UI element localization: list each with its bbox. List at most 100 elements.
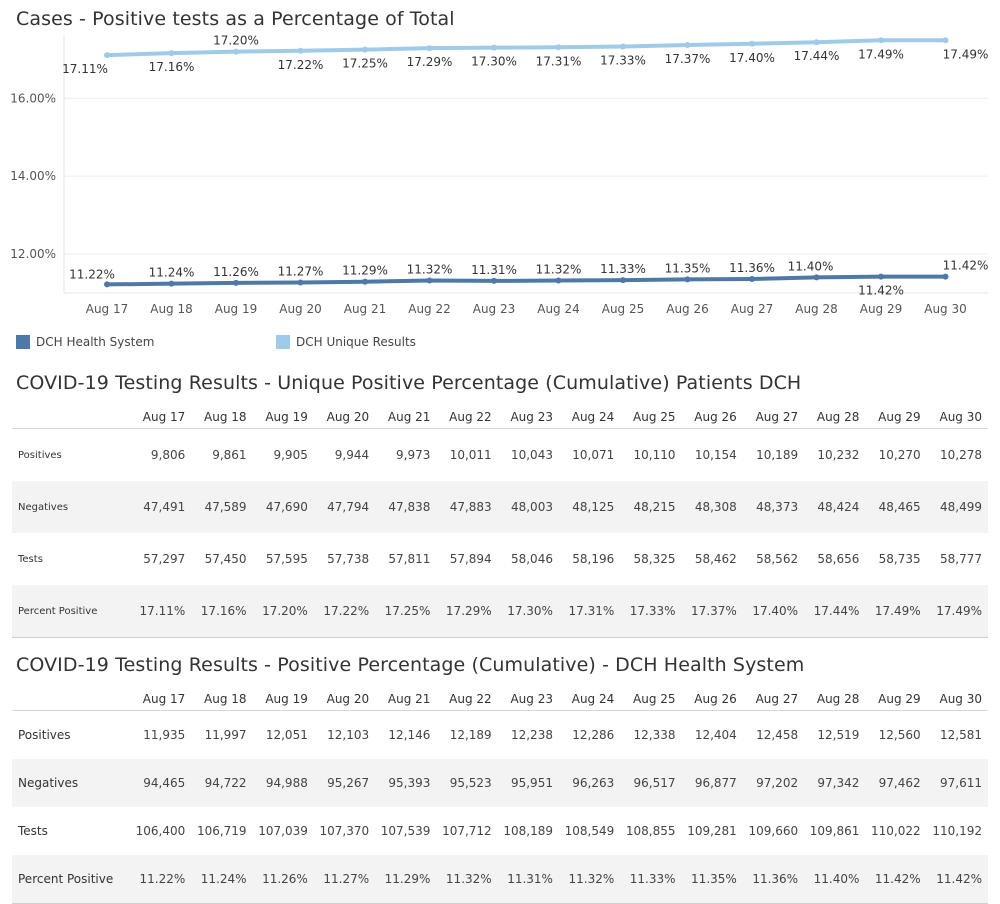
column-header[interactable]: Aug 30 [926, 406, 988, 429]
table-cell[interactable]: 9,944 [334, 448, 370, 462]
table-cell[interactable]: 95,393 [375, 759, 437, 807]
table-cell[interactable]: 11.32% [558, 855, 621, 904]
table-cell[interactable]: 107,039 [258, 824, 308, 838]
table-cell[interactable]: 58,462 [694, 552, 737, 566]
table-cell[interactable]: 109,281 [687, 824, 737, 838]
table-cell[interactable]: 10,270 [878, 448, 921, 462]
table-cell[interactable]: 58,562 [756, 552, 799, 566]
table-cell[interactable]: 11.42% [865, 855, 927, 904]
table-cell[interactable]: 58,046 [510, 552, 553, 566]
table-cell[interactable]: 10,232 [817, 448, 860, 462]
table-cell[interactable]: 17.16% [191, 585, 253, 638]
table-cell[interactable]: 96,263 [558, 759, 621, 807]
table-cell[interactable]: 17.31% [558, 585, 621, 638]
table-cell[interactable]: 11.29% [375, 855, 437, 904]
table-cell[interactable]: 11.32% [436, 855, 498, 904]
table-cell[interactable]: 17.49% [926, 585, 988, 638]
table-cell[interactable]: 11.27% [313, 855, 376, 904]
table-cell[interactable]: 11,935 [143, 728, 186, 742]
table-cell[interactable]: 12,458 [756, 728, 799, 742]
table-cell[interactable]: 11.22% [130, 855, 192, 904]
column-header[interactable]: Aug 27 [742, 688, 805, 711]
column-header[interactable]: Aug 26 [681, 688, 743, 711]
table-cell[interactable]: 57,738 [327, 552, 370, 566]
table-cell[interactable]: 48,215 [620, 481, 682, 533]
table-cell[interactable]: 58,777 [940, 552, 982, 566]
table-cell[interactable]: 10,154 [694, 448, 737, 462]
table-cell[interactable]: 110,022 [871, 824, 921, 838]
table-cell[interactable]: 47,589 [191, 481, 253, 533]
table-cell[interactable]: 47,794 [313, 481, 376, 533]
table-cell[interactable]: 12,338 [633, 728, 676, 742]
column-header[interactable]: Aug 24 [558, 406, 621, 429]
table-cell[interactable]: 48,424 [804, 481, 866, 533]
table-cell[interactable]: 58,196 [572, 552, 615, 566]
column-header[interactable]: Aug 29 [865, 406, 927, 429]
table-cell[interactable]: 17.11% [130, 585, 192, 638]
table-cell[interactable]: 12,238 [510, 728, 553, 742]
table-cell[interactable]: 9,806 [150, 448, 186, 462]
column-header[interactable]: Aug 17 [130, 406, 192, 429]
table-cell[interactable]: 10,071 [572, 448, 615, 462]
table-cell[interactable]: 48,125 [558, 481, 621, 533]
table-cell[interactable]: 17.37% [681, 585, 743, 638]
column-header[interactable]: Aug 23 [497, 406, 559, 429]
table-cell[interactable]: 95,951 [497, 759, 559, 807]
table-cell[interactable]: 10,278 [940, 448, 982, 462]
table-cell[interactable]: 108,189 [503, 824, 553, 838]
table-cell[interactable]: 106,719 [196, 824, 247, 838]
table-cell[interactable]: 12,560 [878, 728, 921, 742]
table-cell[interactable]: 11.33% [620, 855, 682, 904]
table-cell[interactable]: 94,988 [252, 759, 314, 807]
table-cell[interactable]: 11.26% [252, 855, 314, 904]
column-header[interactable]: Aug 21 [375, 688, 437, 711]
table-cell[interactable]: 58,325 [633, 552, 676, 566]
table-cell[interactable]: 97,462 [865, 759, 927, 807]
column-header[interactable]: Aug 28 [804, 406, 866, 429]
table-cell[interactable]: 9,973 [396, 448, 431, 462]
legend-item-unique-results[interactable]: DCH Unique Results [276, 334, 416, 350]
table-cell[interactable]: 109,861 [809, 824, 860, 838]
column-header[interactable]: Aug 25 [620, 406, 682, 429]
table-cell[interactable]: 10,043 [510, 448, 553, 462]
table-cell[interactable]: 57,811 [388, 552, 431, 566]
table-cell[interactable]: 95,523 [436, 759, 498, 807]
table-cell[interactable]: 110,192 [932, 824, 982, 838]
table-cell[interactable]: 17.20% [252, 585, 314, 638]
table-cell[interactable]: 12,051 [265, 728, 308, 742]
table-cell[interactable]: 109,660 [748, 824, 799, 838]
table-cell[interactable]: 17.40% [742, 585, 805, 638]
table-cell[interactable]: 106,400 [135, 824, 186, 838]
column-header[interactable]: Aug 27 [742, 406, 805, 429]
table-cell[interactable]: 12,404 [694, 728, 737, 742]
column-header[interactable]: Aug 26 [681, 406, 743, 429]
table-cell[interactable]: 47,838 [375, 481, 437, 533]
column-header[interactable]: Aug 30 [926, 688, 988, 711]
column-header[interactable]: Aug 18 [191, 688, 253, 711]
table-cell[interactable]: 11.40% [804, 855, 866, 904]
table-cell[interactable]: 108,855 [625, 824, 676, 838]
table-cell[interactable]: 11.42% [926, 855, 988, 904]
table-cell[interactable]: 11.24% [191, 855, 253, 904]
column-header[interactable]: Aug 19 [252, 406, 314, 429]
table-cell[interactable]: 58,735 [878, 552, 921, 566]
table-cell[interactable]: 97,202 [742, 759, 805, 807]
table-cell[interactable]: 12,286 [572, 728, 615, 742]
table-cell[interactable]: 12,189 [449, 728, 492, 742]
table-cell[interactable]: 17.33% [620, 585, 682, 638]
table-cell[interactable]: 107,539 [380, 824, 431, 838]
table-cell[interactable]: 108,549 [564, 824, 615, 838]
table-cell[interactable]: 10,011 [449, 448, 492, 462]
table-cell[interactable]: 17.22% [313, 585, 376, 638]
column-header[interactable]: Aug 21 [375, 406, 437, 429]
table-cell[interactable]: 57,450 [204, 552, 247, 566]
legend-item-health-system[interactable]: DCH Health System [16, 334, 154, 350]
column-header[interactable]: Aug 23 [497, 688, 559, 711]
column-header[interactable]: Aug 25 [620, 688, 682, 711]
table-cell[interactable]: 12,103 [327, 728, 370, 742]
table-cell[interactable]: 97,611 [926, 759, 988, 807]
table-cell[interactable]: 48,308 [681, 481, 743, 533]
column-header[interactable]: Aug 24 [558, 688, 621, 711]
table-cell[interactable]: 47,883 [436, 481, 498, 533]
table-cell[interactable]: 97,342 [804, 759, 866, 807]
